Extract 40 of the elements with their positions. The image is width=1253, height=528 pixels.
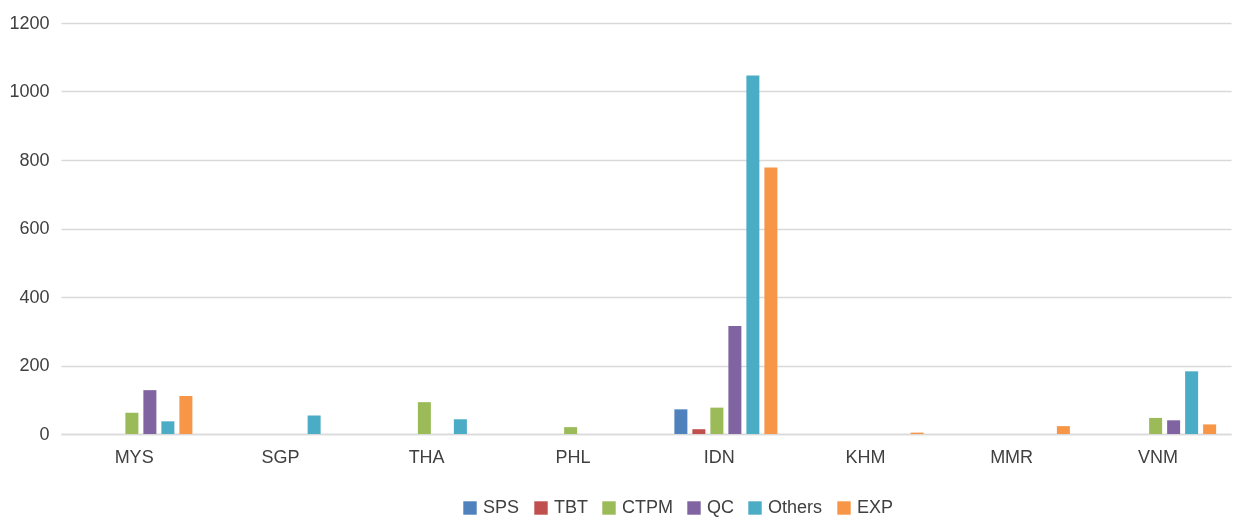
bar: [161, 421, 175, 434]
y-tick-label: 0: [39, 423, 50, 444]
bar: [1056, 426, 1070, 434]
x-tick-label: VNM: [1137, 446, 1178, 467]
bar: [1185, 371, 1199, 434]
bar: [417, 402, 431, 434]
bar: [564, 427, 578, 434]
y-tick-label: 400: [19, 286, 50, 307]
legend-label: QC: [707, 497, 734, 517]
legend-label: TBT: [554, 497, 588, 517]
x-tick-label: MYS: [114, 446, 154, 467]
legend-label: EXP: [857, 497, 894, 517]
legend-label: CTPM: [622, 497, 673, 517]
bar: [143, 390, 157, 434]
bar: [125, 412, 139, 434]
bar: [746, 75, 760, 434]
y-tick-label: 600: [19, 218, 50, 238]
x-tick-label: SGP: [261, 446, 300, 467]
bar: [1167, 420, 1181, 434]
y-tick-label: 1000: [9, 81, 50, 101]
y-tick-label: 1200: [9, 12, 50, 33]
bar: [728, 326, 742, 434]
bar: [710, 407, 724, 434]
x-tick-label: MMR: [990, 446, 1034, 467]
legend-label: Others: [768, 497, 823, 517]
bar: [692, 429, 706, 434]
x-tick-label: THA: [408, 446, 445, 467]
legend-label: SPS: [483, 497, 520, 517]
bar: [764, 167, 778, 434]
bar: [307, 415, 321, 434]
x-tick-label: PHL: [555, 446, 591, 467]
bar: [179, 395, 193, 434]
bar: [674, 409, 688, 434]
x-tick-label: IDN: [703, 446, 735, 467]
y-tick-label: 800: [19, 149, 50, 170]
y-tick-label: 200: [19, 355, 50, 375]
x-tick-label: KHM: [845, 446, 886, 467]
bar: [1149, 417, 1163, 434]
bar: [1203, 424, 1217, 434]
bar: [453, 419, 467, 434]
